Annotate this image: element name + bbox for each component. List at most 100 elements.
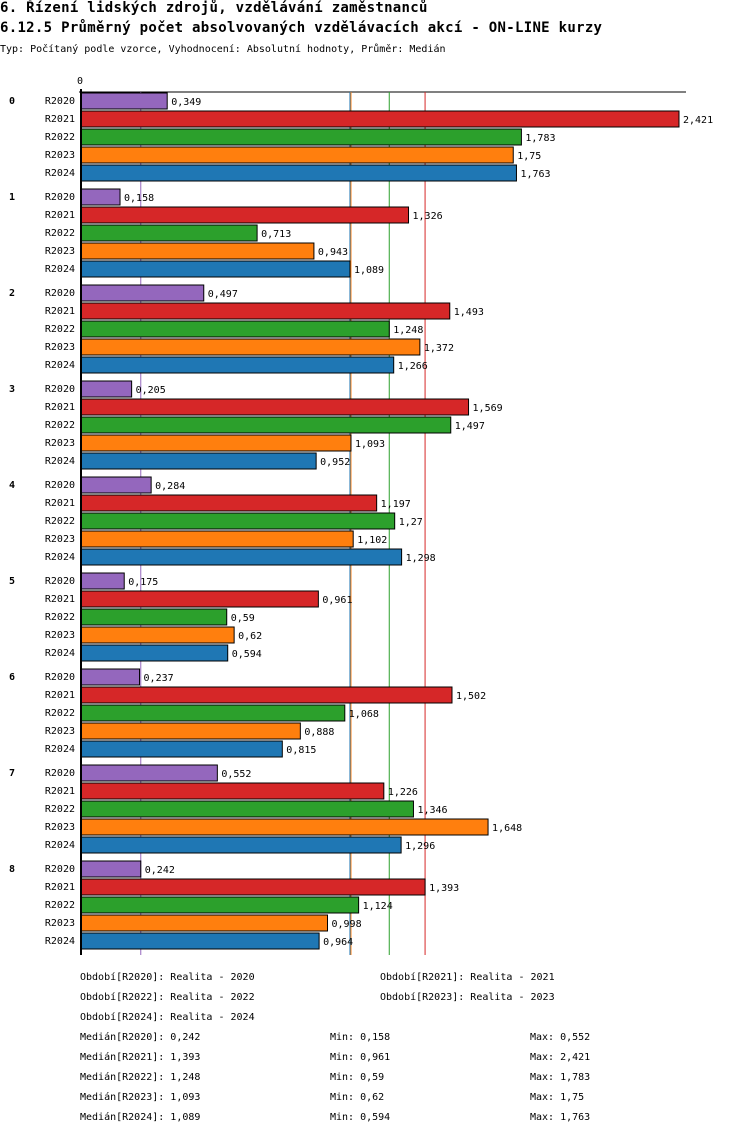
series-label: R2021 bbox=[45, 402, 75, 413]
series-label: R2024 bbox=[45, 360, 75, 371]
series-label: R2020 bbox=[45, 864, 75, 875]
series-label: R2020 bbox=[45, 192, 75, 203]
series-label: R2023 bbox=[45, 342, 75, 353]
bar bbox=[80, 380, 133, 398]
bar bbox=[80, 320, 390, 338]
series-label: R2020 bbox=[45, 384, 75, 395]
bar bbox=[80, 548, 403, 566]
series-label: R2023 bbox=[45, 438, 75, 449]
data-label: 0,205 bbox=[136, 385, 166, 396]
series-label: R2020 bbox=[45, 480, 75, 491]
series-label: R2020 bbox=[45, 672, 75, 683]
stat-min: Min: 0,62 bbox=[330, 1092, 385, 1103]
bar bbox=[80, 836, 402, 854]
data-label: 0,888 bbox=[304, 727, 334, 738]
data-label: 1,346 bbox=[417, 805, 447, 816]
data-label: 0,237 bbox=[144, 673, 174, 684]
bar bbox=[80, 704, 346, 722]
data-label: 1,296 bbox=[405, 841, 435, 852]
series-label: R2024 bbox=[45, 264, 75, 275]
data-label: 1,298 bbox=[406, 553, 436, 564]
stat-max: Max: 1,75 bbox=[530, 1092, 585, 1103]
bar bbox=[80, 608, 228, 626]
bar bbox=[80, 686, 453, 704]
series-label: R2023 bbox=[45, 822, 75, 833]
bar bbox=[80, 206, 410, 224]
series-label: R2022 bbox=[45, 900, 75, 911]
data-label: 0,594 bbox=[232, 649, 262, 660]
stat-median: Medián[R2022]: 1,248 bbox=[80, 1072, 201, 1083]
stat-median: Medián[R2021]: 1,393 bbox=[80, 1052, 201, 1063]
data-label: 0,943 bbox=[318, 247, 348, 258]
chart-info: Typ: Počítaný podle vzorce, Vyhodnocení:… bbox=[0, 44, 446, 55]
bar bbox=[80, 740, 283, 758]
data-label: 1,763 bbox=[520, 169, 550, 180]
data-label: 1,493 bbox=[454, 307, 484, 318]
series-label: R2022 bbox=[45, 612, 75, 623]
bar bbox=[80, 644, 229, 662]
chart-title: 6.12.5 Průměrný počet absolvovaných vzdě… bbox=[0, 20, 603, 36]
data-label: 0,815 bbox=[286, 745, 316, 756]
series-label: R2023 bbox=[45, 534, 75, 545]
series-label: R2024 bbox=[45, 744, 75, 755]
category-label: 2 bbox=[9, 288, 15, 299]
legend-r2022: Období[R2022]: Realita - 2022 bbox=[80, 992, 255, 1003]
legend-r2020: Období[R2020]: Realita - 2020 bbox=[80, 972, 255, 983]
series-label: R2020 bbox=[45, 96, 75, 107]
series-label: R2022 bbox=[45, 708, 75, 719]
stat-min: Min: 0,158 bbox=[330, 1032, 391, 1043]
series-label: R2021 bbox=[45, 882, 75, 893]
series-label: R2021 bbox=[45, 786, 75, 797]
legend-r2024: Období[R2024]: Realita - 2024 bbox=[80, 1012, 255, 1023]
category-label: 5 bbox=[9, 576, 15, 587]
series-label: R2023 bbox=[45, 918, 75, 929]
stat-median: Medián[R2023]: 1,093 bbox=[80, 1092, 201, 1103]
category-label: 1 bbox=[9, 192, 15, 203]
bar bbox=[80, 932, 320, 950]
legend-r2021: Období[R2021]: Realita - 2021 bbox=[380, 972, 555, 983]
bar bbox=[80, 572, 125, 590]
stat-max: Max: 0,552 bbox=[530, 1032, 591, 1043]
data-label: 0,998 bbox=[332, 919, 362, 930]
bar bbox=[80, 818, 489, 836]
series-label: R2022 bbox=[45, 804, 75, 815]
series-label: R2024 bbox=[45, 936, 75, 947]
bar bbox=[80, 914, 329, 932]
bar bbox=[80, 590, 319, 608]
series-label: R2022 bbox=[45, 420, 75, 431]
bar bbox=[80, 512, 396, 530]
data-label: 1,27 bbox=[399, 517, 423, 528]
bar bbox=[80, 782, 385, 800]
data-label: 1,102 bbox=[357, 535, 387, 546]
series-label: R2023 bbox=[45, 150, 75, 161]
bar bbox=[80, 164, 517, 182]
data-label: 1,226 bbox=[388, 787, 418, 798]
series-label: R2022 bbox=[45, 516, 75, 527]
data-label: 1,197 bbox=[381, 499, 411, 510]
bar bbox=[80, 722, 301, 740]
bar bbox=[80, 356, 395, 374]
bar bbox=[80, 146, 514, 164]
data-label: 0,964 bbox=[323, 937, 353, 948]
bar bbox=[80, 494, 378, 512]
category-label: 8 bbox=[9, 864, 15, 875]
bar bbox=[80, 302, 451, 320]
bar bbox=[80, 764, 218, 782]
series-label: R2021 bbox=[45, 306, 75, 317]
data-label: 0,62 bbox=[238, 631, 262, 642]
series-label: R2023 bbox=[45, 630, 75, 641]
bar bbox=[80, 626, 235, 644]
bar bbox=[80, 398, 470, 416]
bar bbox=[80, 668, 141, 686]
bar bbox=[80, 224, 258, 242]
stat-min: Min: 0,961 bbox=[330, 1052, 391, 1063]
data-label: 0,713 bbox=[261, 229, 291, 240]
series-label: R2022 bbox=[45, 228, 75, 239]
stat-median: Medián[R2020]: 0,242 bbox=[80, 1032, 201, 1043]
series-label: R2021 bbox=[45, 114, 75, 125]
series-label: R2024 bbox=[45, 552, 75, 563]
data-label: 1,569 bbox=[473, 403, 503, 414]
series-label: R2022 bbox=[45, 132, 75, 143]
data-label: 0,158 bbox=[124, 193, 154, 204]
